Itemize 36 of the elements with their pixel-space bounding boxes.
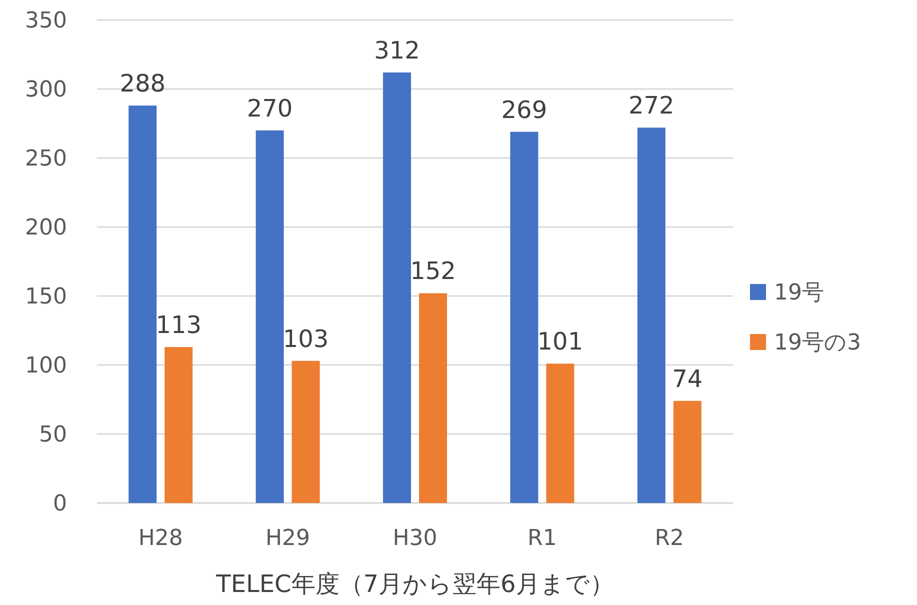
y-tick-label: 300 — [25, 78, 67, 103]
bar — [128, 106, 157, 503]
x-tick-label: R1 — [528, 526, 557, 551]
data-label: 288 — [120, 70, 166, 98]
y-tick-label: 350 — [25, 8, 67, 34]
legend-label: 19号の3 — [774, 330, 861, 356]
x-axis-title: TELEC年度（7月から翌年6月まで） — [215, 570, 614, 598]
x-tick-label: R2 — [654, 526, 684, 551]
data-label: 101 — [537, 328, 584, 356]
bar — [546, 364, 574, 503]
bar — [256, 130, 284, 503]
bar — [164, 347, 193, 503]
y-tick-label: 100 — [25, 354, 67, 379]
y-tick-label: 0 — [53, 492, 67, 517]
x-tick-label: H29 — [266, 526, 310, 551]
y-tick-label: 200 — [25, 216, 67, 241]
bar — [383, 72, 411, 503]
data-label: 312 — [374, 36, 420, 64]
x-tick-label: H30 — [392, 526, 438, 551]
x-tick-label: H28 — [138, 526, 183, 551]
bar — [419, 293, 447, 503]
bar — [292, 360, 320, 503]
bar — [637, 128, 666, 503]
bar — [510, 132, 538, 503]
data-label: 74 — [672, 364, 703, 393]
data-label: 152 — [410, 257, 456, 286]
data-label: 269 — [501, 96, 548, 124]
data-label: 113 — [156, 311, 202, 340]
legend-label: 19号 — [774, 280, 824, 306]
data-label: 103 — [282, 324, 329, 353]
data-label: 272 — [628, 92, 674, 120]
y-tick-label: 250 — [25, 146, 67, 172]
bar — [673, 400, 702, 503]
data-label: 270 — [246, 94, 293, 122]
y-tick-label: 150 — [25, 284, 67, 310]
y-tick-label: 50 — [39, 422, 67, 448]
